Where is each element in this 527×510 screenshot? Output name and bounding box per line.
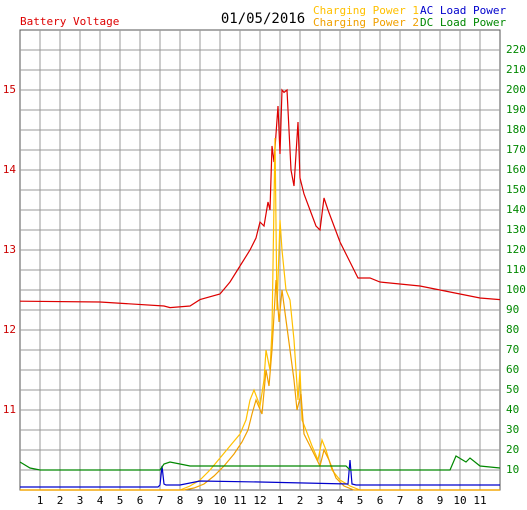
y2-tick-label: 70: [506, 343, 519, 356]
y2-tick-label: 120: [506, 243, 526, 256]
x-tick-label: 3: [317, 494, 324, 507]
legend-label: DC Load Power: [420, 16, 506, 29]
x-tick-label: 8: [177, 494, 184, 507]
y2-tick-label: 130: [506, 223, 526, 236]
chart-title: 01/05/2016: [221, 11, 305, 27]
x-tick-label: 11: [473, 494, 486, 507]
series-line: [19, 455, 501, 471]
x-tick-label: 1: [37, 494, 44, 507]
legend-label: Charging Power 1: [313, 4, 419, 17]
x-tick-label: 1: [277, 494, 284, 507]
y-tick-label: 11: [3, 403, 16, 416]
series-line: [20, 279, 500, 491]
y-tick-label: 13: [3, 243, 16, 256]
y2-tick-label: 190: [506, 103, 526, 116]
y2-tick-label: 160: [506, 163, 526, 176]
legend-label: AC Load Power: [420, 4, 506, 17]
x-tick-label: 5: [357, 494, 364, 507]
x-tick-label: 3: [77, 494, 84, 507]
legend-label: Charging Power 2: [313, 16, 419, 29]
y2-tick-label: 20: [506, 443, 519, 456]
y2-tick-label: 90: [506, 303, 519, 316]
y2-tick-label: 200: [506, 83, 526, 96]
x-tick-label: 9: [437, 494, 444, 507]
x-tick-label: 2: [57, 494, 64, 507]
y-tick-label: 15: [3, 83, 16, 96]
y2-tick-label: 140: [506, 203, 526, 216]
x-tick-label: 6: [137, 494, 144, 507]
x-tick-label: 4: [337, 494, 344, 507]
y2-tick-label: 220: [506, 43, 526, 56]
y-tick-label: 12: [3, 323, 16, 336]
x-tick-label: 10: [453, 494, 466, 507]
series-line: [20, 459, 500, 488]
x-tick-label: 12: [253, 494, 266, 507]
y2-tick-label: 180: [506, 123, 526, 136]
x-tick-label: 11: [233, 494, 246, 507]
y2-tick-label: 60: [506, 363, 519, 376]
x-tick-label: 2: [297, 494, 304, 507]
series-line: [20, 137, 500, 491]
legend-label: Battery Voltage: [20, 15, 119, 28]
y2-tick-label: 110: [506, 263, 526, 276]
x-tick-label: 4: [97, 494, 104, 507]
y2-tick-label: 210: [506, 63, 526, 76]
y2-tick-label: 100: [506, 283, 526, 296]
x-tick-label: 8: [417, 494, 424, 507]
y2-tick-label: 10: [506, 463, 519, 476]
y2-tick-label: 30: [506, 423, 519, 436]
series-line: [19, 88, 501, 309]
x-tick-label: 7: [397, 494, 404, 507]
x-tick-label: 5: [117, 494, 124, 507]
y-tick-label: 14: [3, 163, 17, 176]
x-tick-label: 10: [213, 494, 226, 507]
y2-tick-label: 50: [506, 383, 519, 396]
x-tick-label: 6: [377, 494, 384, 507]
y2-tick-label: 80: [506, 323, 519, 336]
y2-tick-label: 40: [506, 403, 519, 416]
x-tick-label: 9: [197, 494, 204, 507]
x-tick-label: 7: [157, 494, 164, 507]
y2-tick-label: 170: [506, 143, 526, 156]
y2-tick-label: 150: [506, 183, 526, 196]
